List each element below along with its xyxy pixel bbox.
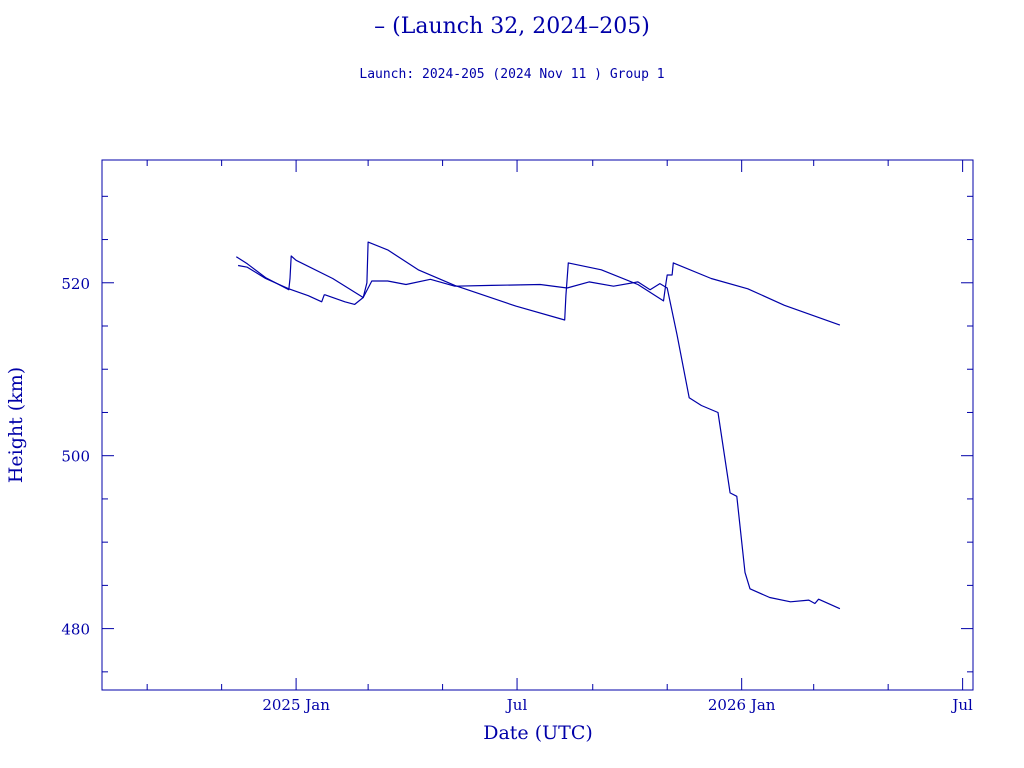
y-tick-label: 520 (61, 275, 90, 293)
x-tick-label: 2026 Jan (708, 696, 776, 714)
series-line-object-2 (237, 264, 841, 610)
chart-subtitle: Launch: 2024-205 (2024 Nov 11 ) Group 1 (359, 67, 665, 82)
y-axis-label: Height (km) (5, 367, 27, 483)
x-tick-label: Jul (505, 696, 528, 714)
x-axis-label: Date (UTC) (483, 722, 593, 744)
x-tick-label: 2025 Jan (262, 696, 330, 714)
x-tick-label: Jul (950, 696, 973, 714)
y-tick-label: 500 (61, 448, 90, 466)
y-tick-label: 480 (61, 621, 90, 639)
chart-title: – (Launch 32, 2024–205) (374, 14, 650, 39)
plot-frame (101, 159, 974, 691)
series-line-object-1 (235, 241, 841, 326)
